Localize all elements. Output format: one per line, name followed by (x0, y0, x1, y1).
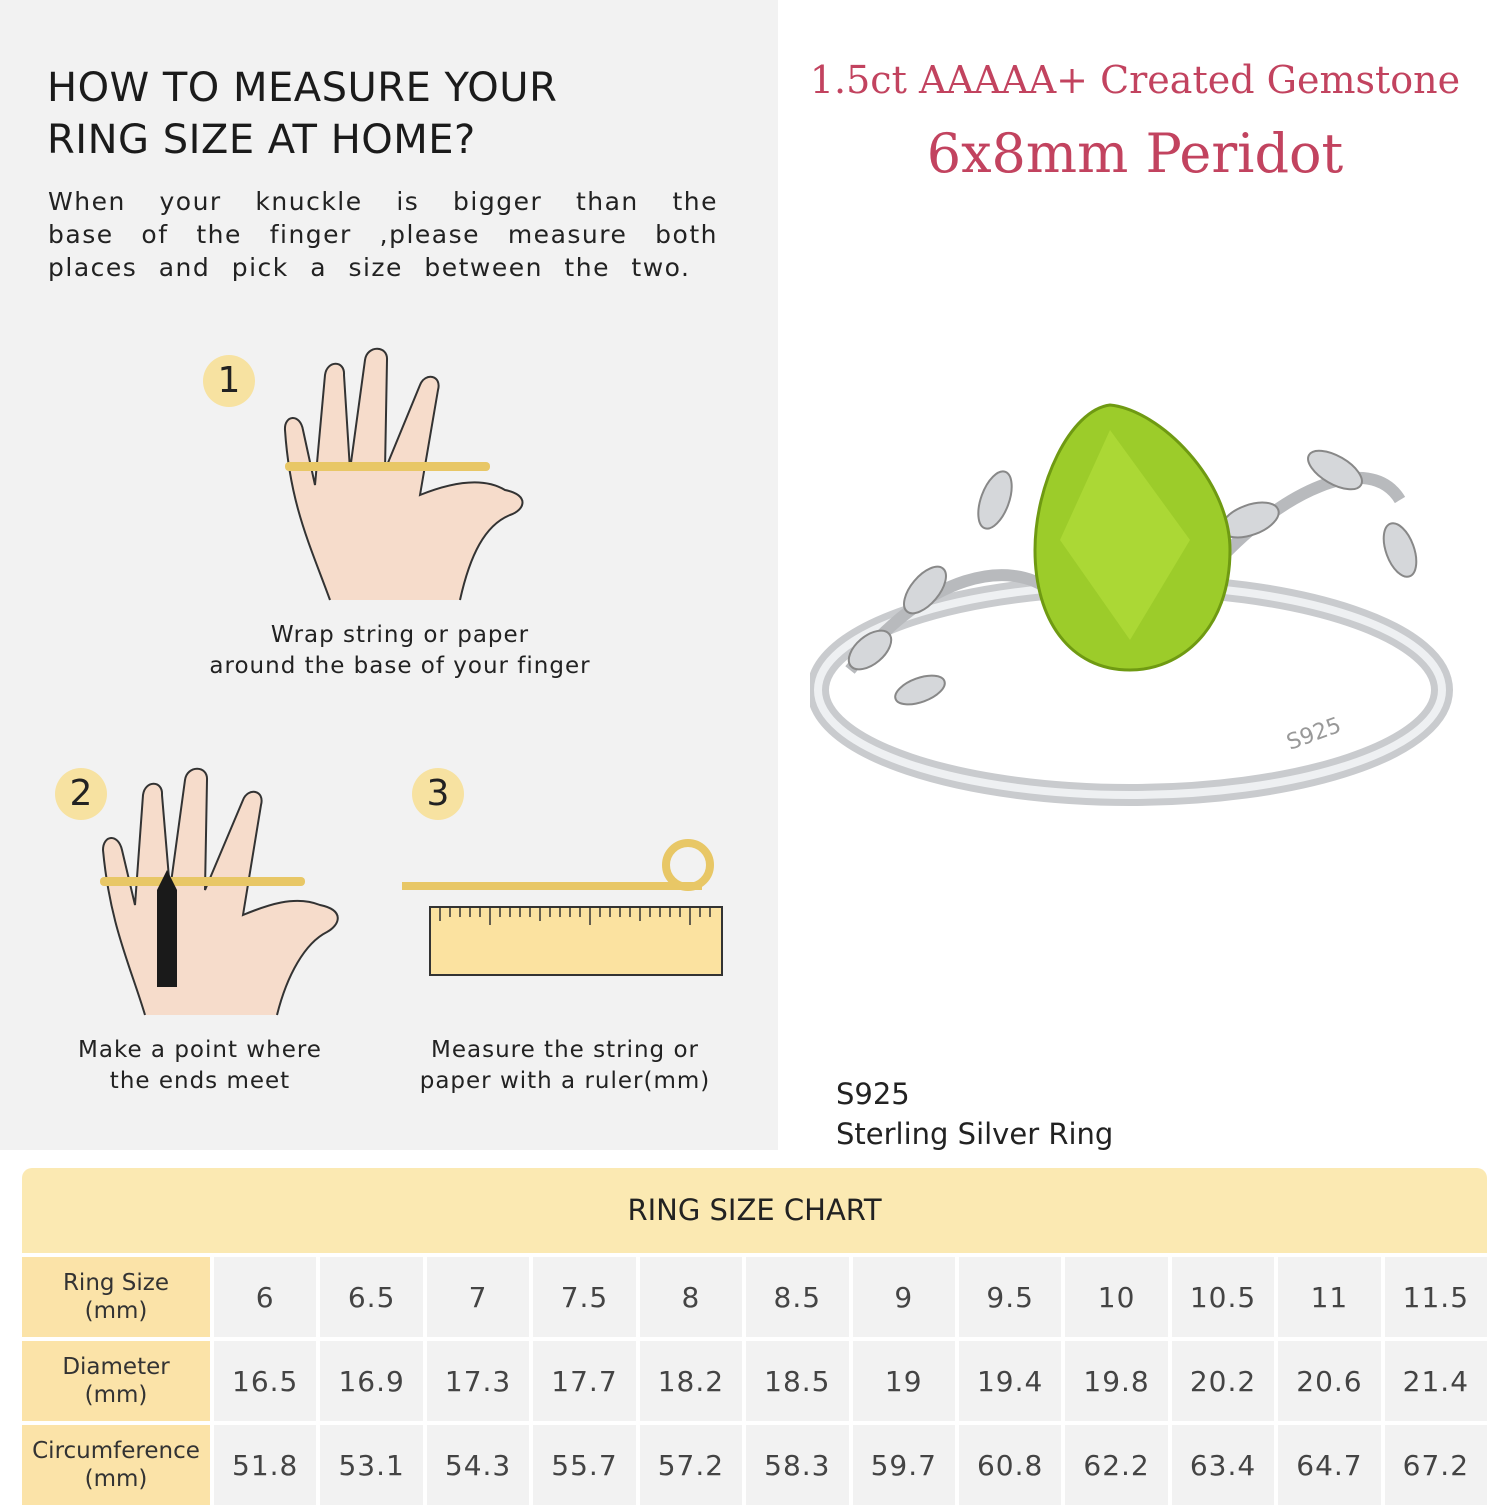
hand-mark-illustration (100, 767, 339, 1016)
title-line: RING SIZE AT HOME? (47, 117, 476, 163)
table-row: Ring Size (mm) 6 6.5 7 7.5 8 8.5 9 9.5 10 10.5 11 11.… (22, 1257, 1488, 1337)
table-cell: 18.2 (639, 1341, 743, 1421)
table-cell: 6.5 (320, 1257, 423, 1337)
guide-title: HOW TO MEASURE YOUR RING SIZE AT HOME? (47, 62, 557, 166)
table-cell: 7 (426, 1257, 530, 1337)
table-cell: 7.5 (533, 1257, 636, 1337)
table-cell: 51.8 (214, 1425, 317, 1505)
table-cell: 57.2 (639, 1425, 743, 1505)
table-cell: 8 (639, 1257, 743, 1337)
title-line: HOW TO MEASURE YOUR (47, 65, 558, 111)
table-cell: 11.5 (1384, 1257, 1488, 1337)
row-label: Ring Size (62, 1270, 170, 1296)
measure-guide-panel: HOW TO MEASURE YOUR RING SIZE AT HOME? Wh… (0, 0, 778, 1150)
table-cell: 10 (1065, 1257, 1168, 1337)
table-cell: 16.9 (320, 1341, 423, 1421)
table-row: Circumference (mm) 51.8 53.1 54.3 55.7 57.2 58.… (22, 1425, 1488, 1505)
table-cell: 21.4 (1384, 1341, 1488, 1421)
table-cell: 58.3 (746, 1425, 849, 1505)
table-cell: 55.7 (533, 1425, 636, 1505)
step-caption: Measure the string or paper with a ruler(… (419, 1037, 711, 1094)
table-cell: 20.2 (1171, 1341, 1275, 1421)
table-cell: 11 (1278, 1257, 1381, 1337)
row-label: Diameter (62, 1354, 170, 1380)
product-subheadline: 6x8mm Peridot (926, 122, 1344, 185)
row-unit: (mm) (84, 1466, 148, 1492)
table-cell: 60.8 (958, 1425, 1062, 1505)
table-cell: 54.3 (426, 1425, 530, 1505)
table-cell: 6 (214, 1257, 317, 1337)
product-headline: 1.5ct AAAAA+ Created Gemstone (809, 58, 1461, 102)
table-cell: 64.7 (1278, 1425, 1381, 1505)
row-header: Ring Size (mm) (22, 1257, 210, 1337)
size-chart-title: RING SIZE CHART (22, 1168, 1487, 1253)
table-cell: 10.5 (1171, 1257, 1275, 1337)
row-unit: (mm) (84, 1382, 148, 1408)
table-cell: 19.4 (958, 1341, 1062, 1421)
step-number: 1 (203, 355, 255, 407)
table-cell: 16.5 (214, 1341, 317, 1421)
table-cell: 18.5 (746, 1341, 849, 1421)
guide-intro: When your knuckle is bigger than the bas… (48, 187, 718, 282)
table-cell: 9.5 (958, 1257, 1062, 1337)
table-cell: 19.8 (1065, 1341, 1168, 1421)
step-caption: Wrap string or paper around the base of y… (209, 622, 591, 679)
table-cell: 8.5 (746, 1257, 849, 1337)
table-cell: 17.7 (533, 1341, 636, 1421)
table-cell: 59.7 (852, 1425, 955, 1505)
ring-size-chart: RING SIZE CHART Ring Size (mm) 6 6.5 7 7.5 8 8.… (22, 1168, 1488, 1505)
table-cell: 62.2 (1065, 1425, 1168, 1505)
step-number: 3 (412, 768, 464, 820)
row-label: Circumference (32, 1438, 200, 1464)
table-row: Diameter (mm) 16.5 16.9 17.3 17.7 18.2 18.5 19 19… (22, 1341, 1488, 1421)
row-unit: (mm) (84, 1298, 148, 1324)
table-cell: 67.2 (1384, 1425, 1488, 1505)
ruler-illustration (402, 839, 723, 976)
table-cell: 17.3 (426, 1341, 530, 1421)
material-label: S925 Sterling Silver Ring (836, 1077, 1114, 1151)
table-cell: 53.1 (320, 1425, 423, 1505)
table-cell: 9 (852, 1257, 955, 1337)
row-header: Circumference (mm) (22, 1425, 210, 1505)
table-cell: 20.6 (1278, 1341, 1381, 1421)
hand-wrap-illustration (283, 347, 524, 601)
step-number: 2 (55, 768, 107, 820)
table-cell: 63.4 (1171, 1425, 1275, 1505)
ring-stamp: S925 (1284, 713, 1345, 756)
step-caption: Make a point where the ends meet (78, 1037, 322, 1094)
ring-product-image: S925 (810, 403, 1453, 806)
table-cell: 19 (852, 1341, 955, 1421)
row-header: Diameter (mm) (22, 1341, 210, 1421)
